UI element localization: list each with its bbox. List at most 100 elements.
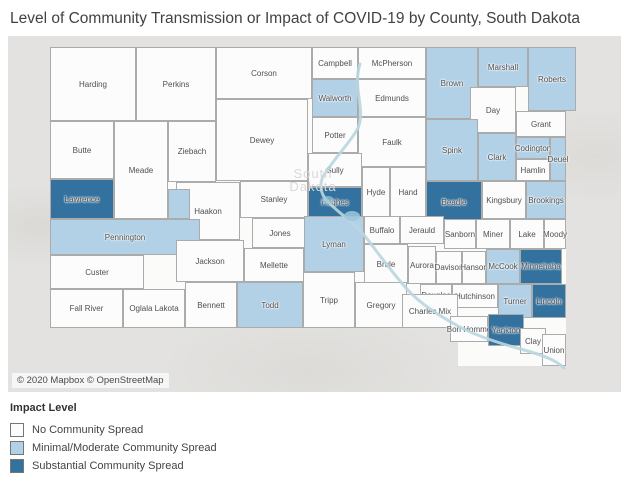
legend-item-minimal-spread[interactable]: Minimal/Moderate Community Spread [10,439,629,457]
county-label: Spink [441,145,462,155]
county-turner[interactable]: Turner [498,284,532,318]
county-label: Sanborn [444,229,476,239]
map-attribution[interactable]: © 2020 Mapbox © OpenStreetMap [12,373,169,388]
county-label: Clark [487,152,507,162]
county-butte[interactable]: Butte [50,121,114,179]
county-walworth[interactable]: Walworth [312,79,358,117]
county-label: Faulk [382,137,402,147]
legend-item-label: Minimal/Moderate Community Spread [32,442,217,454]
choropleth-map[interactable]: Harding Perkins Corson Campbell McPherson Bro… [8,36,621,392]
county-lincoln[interactable]: Lincoln [532,284,566,318]
county-faulk[interactable]: Faulk [358,117,426,167]
county-deuel[interactable]: Deuel [547,137,569,181]
county-oglala-lakota[interactable]: Oglala Lakota [123,289,185,328]
county-label: Deuel [547,154,569,164]
county-label: McCook [488,262,518,271]
county-lake[interactable]: Lake [510,219,544,249]
county-aurora[interactable]: Aurora [408,246,436,284]
county-fall-river[interactable]: Fall River [50,289,123,328]
county-label: Lincoln [536,296,562,306]
county-label: Dewey [249,135,275,145]
county-hand[interactable]: Hand [390,167,426,218]
county-moody[interactable]: Moody [543,219,568,249]
legend-item-label: No Community Spread [32,424,144,436]
county-potter[interactable]: Potter [312,117,358,153]
county-harding[interactable]: Harding [50,47,136,121]
county-jones[interactable]: Jones [252,218,308,248]
county-lyman[interactable]: Lyman [304,216,364,272]
county-pennington-arm[interactable] [168,189,190,219]
county-minnehaha[interactable]: Minnehaha [520,249,562,284]
county-davison[interactable]: Davison [435,251,463,284]
county-todd[interactable]: Todd [237,282,303,328]
county-ziebach[interactable]: Ziebach [168,121,216,182]
county-label: Hughes [321,198,349,207]
county-label: Lake [518,229,536,239]
county-custer[interactable]: Custer [50,255,144,289]
county-hyde[interactable]: Hyde [362,167,390,218]
legend-item-substantial-spread[interactable]: Substantial Community Spread [10,457,629,475]
county-mccook[interactable]: McCook [486,249,520,284]
county-hughes[interactable]: Hughes [308,187,362,218]
county-label: Brule [376,259,396,269]
county-corson[interactable]: Corson [216,47,312,99]
county-label: Corson [251,68,277,78]
county-sanborn[interactable]: Sanborn [444,219,476,249]
county-tripp[interactable]: Tripp [303,272,355,328]
county-label: Mellette [259,260,288,270]
page-title: Level of Community Transmission or Impac… [10,10,581,27]
county-label: Lawrence [64,194,100,204]
county-campbell[interactable]: Campbell [312,47,358,79]
county-gregory[interactable]: Gregory [355,282,407,328]
county-bon-homme[interactable]: Bon Homme [447,316,491,342]
county-label: Potter [324,130,346,140]
county-label: Codington [514,143,552,153]
county-clark[interactable]: Clark [478,133,516,181]
county-sully[interactable]: Sully [308,153,362,187]
county-hanson[interactable]: Hanson [460,251,488,284]
county-brookings[interactable]: Brookings [526,181,566,219]
county-dewey[interactable]: Dewey [216,99,308,181]
county-label: Sully [326,165,344,175]
county-label: Campbell [318,58,352,68]
county-yankton[interactable]: Yankton [488,314,524,346]
county-grant[interactable]: Grant [516,111,566,137]
county-spink[interactable]: Spink [426,119,478,181]
county-brule[interactable]: Brule [364,244,408,284]
county-label: Jackson [195,256,225,266]
legend-item-no-spread[interactable]: No Community Spread [10,421,629,439]
county-hutchinson[interactable]: Hutchinson [452,284,498,308]
county-roberts[interactable]: Roberts [528,47,576,111]
county-miner[interactable]: Miner [476,219,510,249]
legend-title: Impact Level [10,402,77,414]
county-lawrence[interactable]: Lawrence [50,179,114,219]
county-label: Clay [524,336,541,346]
county-mcpherson[interactable]: McPherson [358,47,426,79]
county-stanley[interactable]: Stanley [240,181,308,218]
county-label: Hamlin [520,165,546,175]
county-label: Edmunds [375,93,409,103]
county-union[interactable]: Union [542,334,566,366]
county-mellette[interactable]: Mellette [244,248,304,282]
county-kingsbury[interactable]: Kingsbury [482,181,526,219]
county-label: Brown [440,78,464,88]
county-buffalo[interactable]: Buffalo [364,216,400,244]
county-jackson[interactable]: Jackson [176,240,244,282]
county-meade[interactable]: Meade [114,121,168,219]
county-perkins[interactable]: Perkins [136,47,216,121]
county-label: Ziebach [177,147,207,156]
county-label: Roberts [537,74,566,84]
county-bennett[interactable]: Bennett [185,282,237,328]
county-label: Custer [85,267,109,277]
county-codington[interactable]: Codington [514,137,552,159]
county-edmunds[interactable]: Edmunds [358,79,426,117]
county-label: Yankton [491,325,521,335]
county-label: Gregory [366,300,396,310]
county-label: Moody [543,229,568,239]
county-hamlin[interactable]: Hamlin [516,159,550,181]
county-label: Marshall [487,62,519,72]
county-label: Aurora [409,260,434,270]
county-jerauld[interactable]: Jerauld [400,216,444,244]
county-marshall[interactable]: Marshall [478,47,528,87]
